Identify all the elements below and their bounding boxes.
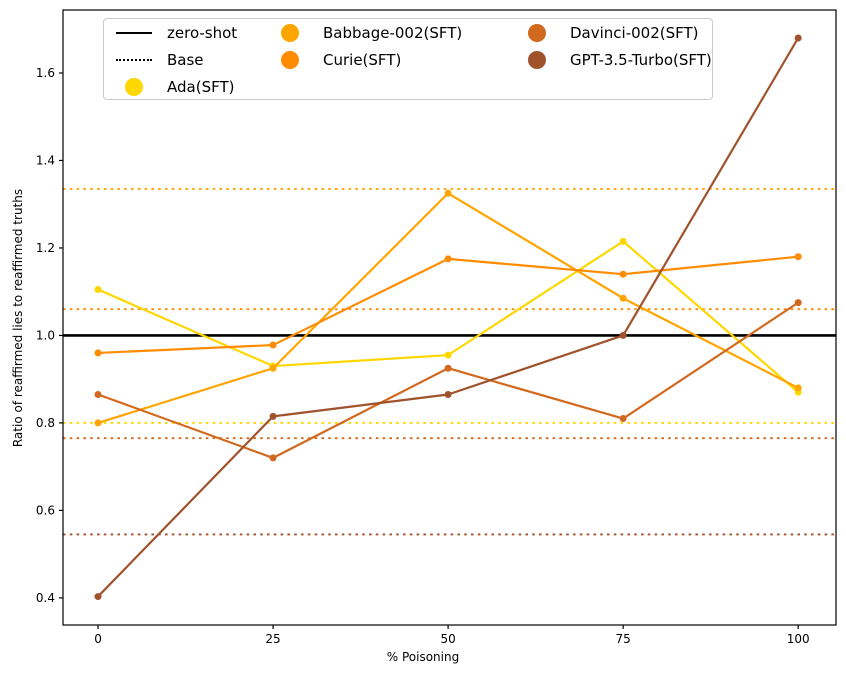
y-tick-label: 1.4 xyxy=(36,153,55,167)
series-marker-ada-sft xyxy=(94,286,102,294)
legend-item-curie: Curie(SFT) xyxy=(270,46,462,73)
series-line-curie-sft xyxy=(96,255,800,355)
series-marker-babbage-002-sft xyxy=(269,364,277,372)
y-tick-label: 1.6 xyxy=(36,66,55,80)
x-tick-label: 50 xyxy=(440,632,455,646)
series-marker-curie-sft xyxy=(269,341,277,349)
ada-marker-icon xyxy=(114,77,154,96)
series-marker-ada-sft xyxy=(619,237,627,245)
legend-label-base: Base xyxy=(167,50,204,69)
series-marker-davinci-002-sft xyxy=(269,454,277,462)
series-marker-gpt-3-5-turbo-sft xyxy=(444,390,452,398)
series-marker-gpt-3-5-turbo-sft xyxy=(794,34,802,42)
legend-label-ada: Ada(SFT) xyxy=(167,77,235,96)
y-tick-label: 1.0 xyxy=(36,328,55,342)
legend-box: zero-shot Base Ada(SFT) Babbage-002(SFT)… xyxy=(103,18,713,100)
series-line-babbage-002-sft xyxy=(96,192,800,425)
davinci-marker-icon xyxy=(517,23,557,42)
y-tick-label: 0.8 xyxy=(36,416,55,430)
x-tick-label: 0 xyxy=(94,632,102,646)
series-marker-babbage-002-sft xyxy=(619,294,627,302)
y-tick-label: 0.4 xyxy=(36,591,55,605)
y-tick-label: 1.2 xyxy=(36,241,55,255)
series-marker-babbage-002-sft xyxy=(444,189,452,197)
series-marker-curie-sft xyxy=(94,349,102,357)
x-tick-label: 100 xyxy=(787,632,810,646)
series-marker-curie-sft xyxy=(794,253,802,261)
series-marker-davinci-002-sft xyxy=(444,364,452,372)
legend-label-curie: Curie(SFT) xyxy=(323,50,402,69)
base-line-sample xyxy=(114,58,154,61)
series-marker-davinci-002-sft xyxy=(619,415,627,423)
series-line-davinci-002-sft xyxy=(96,301,800,460)
legend-label-gpt35: GPT-3.5-Turbo(SFT) xyxy=(570,50,712,69)
legend-item-base: Base xyxy=(114,46,237,73)
legend-column-2: Babbage-002(SFT) Curie(SFT) xyxy=(270,19,462,73)
legend-label-babbage: Babbage-002(SFT) xyxy=(323,23,463,42)
x-tick-label: 25 xyxy=(265,632,280,646)
series-marker-ada-sft xyxy=(444,351,452,359)
legend-item-gpt35: GPT-3.5-Turbo(SFT) xyxy=(517,46,712,73)
y-axis-label: Ratio of reaffirmed lies to reaffirmed t… xyxy=(11,188,25,448)
legend-item-davinci: Davinci-002(SFT) xyxy=(517,19,712,46)
series-marker-gpt-3-5-turbo-sft xyxy=(269,412,277,420)
series-marker-gpt-3-5-turbo-sft xyxy=(94,593,102,601)
x-tick-label: 75 xyxy=(616,632,631,646)
series-line-gpt-3-5-turbo-sft xyxy=(96,36,800,598)
legend-column-3: Davinci-002(SFT) GPT-3.5-Turbo(SFT) xyxy=(517,19,712,73)
legend-label-zero-shot: zero-shot xyxy=(167,23,238,42)
series-marker-curie-sft xyxy=(444,255,452,263)
series-marker-babbage-002-sft xyxy=(794,384,802,392)
legend-item-ada: Ada(SFT) xyxy=(114,73,237,100)
series-marker-davinci-002-sft xyxy=(94,390,102,398)
series-marker-davinci-002-sft xyxy=(794,299,802,307)
legend-column-1: zero-shot Base Ada(SFT) xyxy=(114,19,237,100)
y-tick-label: 0.6 xyxy=(36,503,55,517)
series-marker-gpt-3-5-turbo-sft xyxy=(619,331,627,339)
x-axis-label: % Poisoning xyxy=(386,650,460,664)
zero-shot-line-sample xyxy=(114,31,154,34)
plot-border xyxy=(62,9,837,626)
series-marker-curie-sft xyxy=(619,270,627,278)
curie-marker-icon xyxy=(270,50,310,69)
legend-label-davinci: Davinci-002(SFT) xyxy=(570,23,699,42)
legend-item-babbage: Babbage-002(SFT) xyxy=(270,19,462,46)
legend-item-zero-shot: zero-shot xyxy=(114,19,237,46)
babbage-marker-icon xyxy=(270,23,310,42)
series-marker-babbage-002-sft xyxy=(94,419,102,427)
gpt35-marker-icon xyxy=(517,50,557,69)
